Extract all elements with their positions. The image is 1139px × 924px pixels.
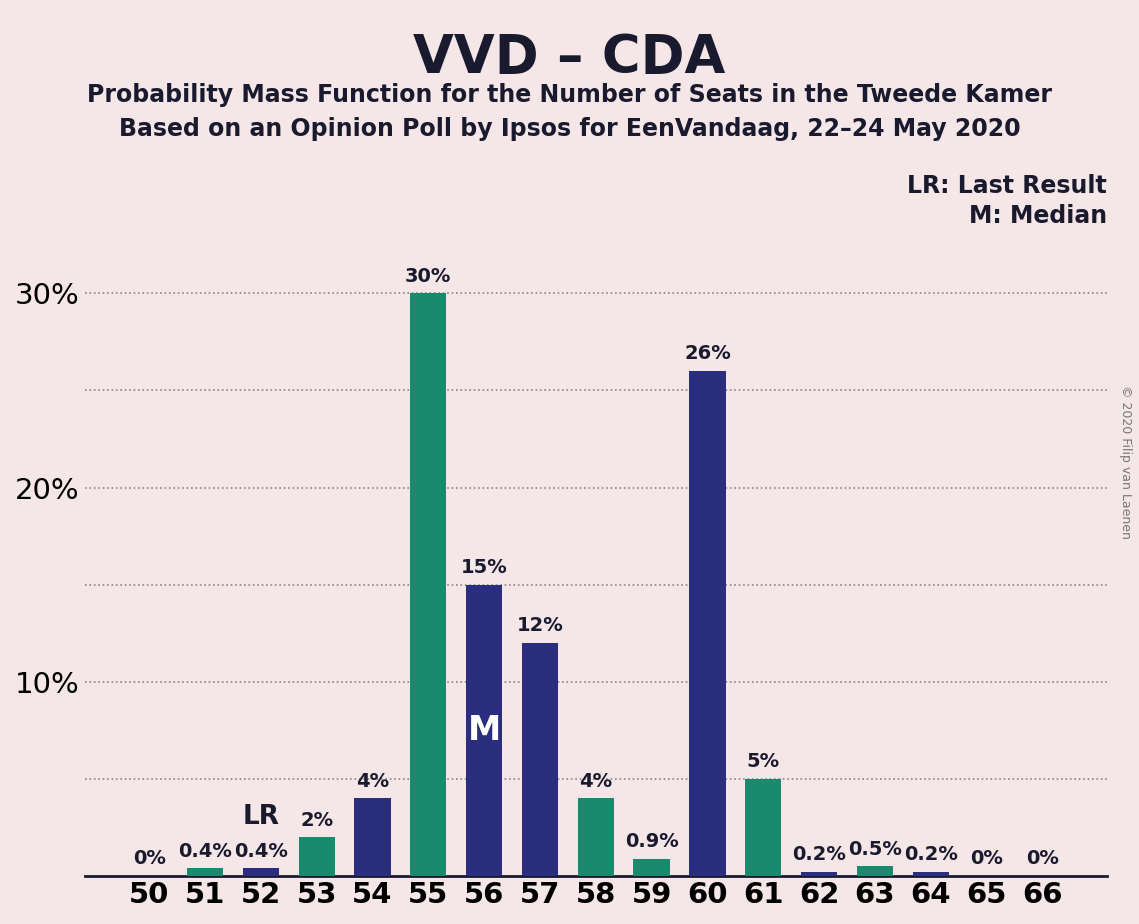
Text: 0.4%: 0.4% bbox=[178, 842, 232, 860]
Text: 4%: 4% bbox=[355, 772, 390, 791]
Text: 0%: 0% bbox=[970, 849, 1003, 869]
Bar bbox=[522, 643, 558, 876]
Text: 0.2%: 0.2% bbox=[792, 845, 846, 865]
Bar bbox=[354, 798, 391, 876]
Bar bbox=[689, 371, 726, 876]
Bar bbox=[466, 585, 502, 876]
Text: 15%: 15% bbox=[461, 558, 508, 577]
Bar bbox=[912, 872, 949, 876]
Bar bbox=[745, 779, 781, 876]
Text: 2%: 2% bbox=[300, 810, 334, 830]
Text: 26%: 26% bbox=[685, 345, 731, 363]
Text: M: Median: M: Median bbox=[969, 204, 1107, 228]
Text: M: M bbox=[467, 714, 501, 747]
Bar bbox=[801, 872, 837, 876]
Text: 0.9%: 0.9% bbox=[624, 832, 679, 851]
Text: 12%: 12% bbox=[517, 616, 564, 635]
Text: LR: Last Result: LR: Last Result bbox=[907, 174, 1107, 198]
Bar bbox=[187, 869, 223, 876]
Text: 0%: 0% bbox=[133, 849, 165, 869]
Text: 0%: 0% bbox=[1026, 849, 1059, 869]
Bar bbox=[298, 837, 335, 876]
Text: LR: LR bbox=[243, 804, 279, 830]
Text: 0.5%: 0.5% bbox=[847, 840, 902, 858]
Bar bbox=[410, 293, 446, 876]
Text: VVD – CDA: VVD – CDA bbox=[413, 32, 726, 84]
Text: 30%: 30% bbox=[405, 266, 451, 286]
Text: 4%: 4% bbox=[580, 772, 613, 791]
Text: © 2020 Filip van Laenen: © 2020 Filip van Laenen bbox=[1118, 385, 1132, 539]
Text: Based on an Opinion Poll by Ipsos for EenVandaag, 22–24 May 2020: Based on an Opinion Poll by Ipsos for Ee… bbox=[118, 117, 1021, 141]
Bar bbox=[857, 867, 893, 876]
Bar bbox=[633, 858, 670, 876]
Text: 0.4%: 0.4% bbox=[233, 842, 288, 860]
Text: 0.2%: 0.2% bbox=[903, 845, 958, 865]
Text: Probability Mass Function for the Number of Seats in the Tweede Kamer: Probability Mass Function for the Number… bbox=[87, 83, 1052, 107]
Bar bbox=[243, 869, 279, 876]
Bar bbox=[577, 798, 614, 876]
Text: 5%: 5% bbox=[747, 752, 780, 772]
